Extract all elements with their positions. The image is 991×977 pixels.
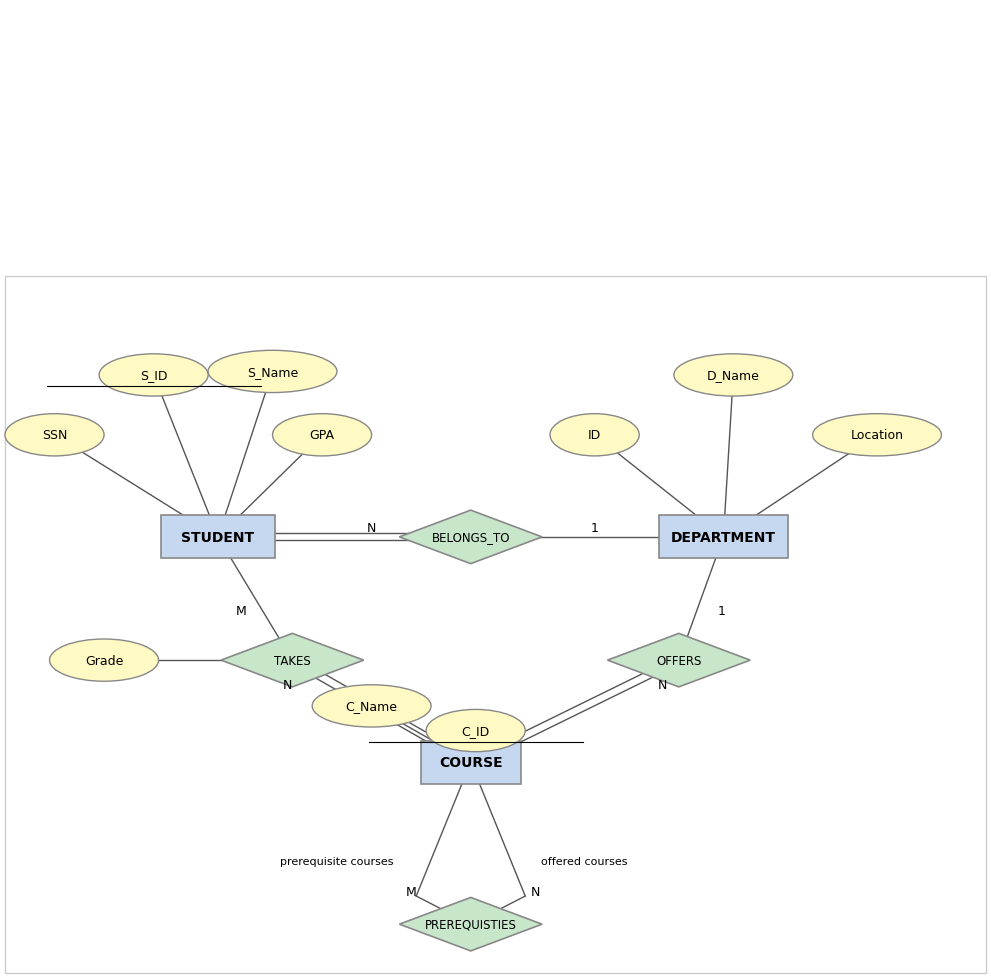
Text: Location: Location bbox=[850, 429, 904, 442]
Ellipse shape bbox=[273, 414, 372, 456]
Text: ID: ID bbox=[588, 429, 602, 442]
Text: BELONGS_TO: BELONGS_TO bbox=[431, 531, 510, 544]
Text: STUDENT: STUDENT bbox=[181, 531, 255, 544]
Polygon shape bbox=[607, 634, 750, 687]
Text: SSN: SSN bbox=[42, 429, 67, 442]
Text: DEPARTMENT: DEPARTMENT bbox=[671, 531, 776, 544]
Ellipse shape bbox=[550, 414, 639, 456]
Text: N: N bbox=[657, 679, 667, 692]
FancyBboxPatch shape bbox=[658, 516, 789, 559]
Ellipse shape bbox=[426, 709, 525, 752]
Text: GPA: GPA bbox=[309, 429, 335, 442]
FancyBboxPatch shape bbox=[161, 516, 275, 559]
FancyBboxPatch shape bbox=[420, 741, 521, 784]
Text: C_ID: C_ID bbox=[462, 724, 490, 738]
Text: 1: 1 bbox=[591, 522, 599, 534]
Text: Map the following ER diagram into a relational
schema and specify all primary ke: Map the following ER diagram into a rela… bbox=[20, 49, 761, 157]
Text: 1: 1 bbox=[717, 605, 725, 617]
Text: TAKES: TAKES bbox=[274, 654, 311, 667]
Polygon shape bbox=[399, 898, 542, 951]
Text: S_Name: S_Name bbox=[247, 365, 298, 378]
Text: offered courses: offered courses bbox=[541, 856, 628, 866]
Polygon shape bbox=[399, 511, 542, 564]
Text: M: M bbox=[236, 605, 246, 617]
Text: prerequisite courses: prerequisite courses bbox=[280, 856, 393, 866]
Ellipse shape bbox=[5, 414, 104, 456]
Ellipse shape bbox=[50, 639, 159, 682]
Text: C_Name: C_Name bbox=[346, 700, 397, 712]
Text: N: N bbox=[530, 885, 540, 898]
Polygon shape bbox=[221, 634, 364, 687]
Ellipse shape bbox=[813, 414, 941, 456]
Ellipse shape bbox=[99, 355, 208, 397]
Text: S_ID: S_ID bbox=[140, 369, 167, 382]
FancyBboxPatch shape bbox=[5, 277, 986, 973]
Ellipse shape bbox=[208, 351, 337, 393]
Text: D_Name: D_Name bbox=[707, 369, 760, 382]
Text: Grade: Grade bbox=[85, 654, 123, 667]
Ellipse shape bbox=[312, 685, 431, 727]
Text: COURSE: COURSE bbox=[439, 755, 502, 770]
Text: OFFERS: OFFERS bbox=[656, 654, 702, 667]
Ellipse shape bbox=[674, 355, 793, 397]
Text: M: M bbox=[406, 885, 416, 898]
Text: PREREQUISTIES: PREREQUISTIES bbox=[425, 917, 516, 931]
Text: N: N bbox=[282, 679, 292, 692]
Text: N: N bbox=[367, 522, 377, 534]
